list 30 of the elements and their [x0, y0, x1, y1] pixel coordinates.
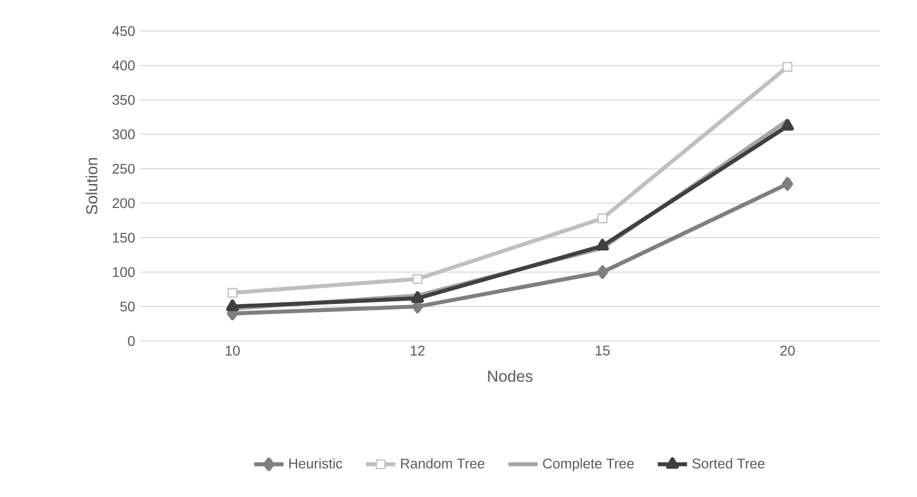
x-tick-label: 10	[226, 346, 240, 356]
point	[228, 288, 238, 298]
y-tick-label: 400	[112, 60, 135, 70]
legend-label: Complete Tree	[543, 458, 634, 472]
x-tick-label: 15	[596, 346, 610, 356]
y-tick-label: 0	[128, 336, 135, 346]
point	[782, 177, 794, 191]
legend-label: Sorted Tree	[692, 458, 765, 468]
point	[596, 238, 609, 250]
y-tick-label: 250	[112, 164, 135, 174]
point	[596, 265, 608, 279]
x-axis-title: Nodes	[488, 370, 533, 382]
y-tick-label: 450	[112, 26, 135, 36]
y-tick-label: 150	[113, 232, 135, 243]
legend-label: Random Tree	[401, 458, 484, 468]
y-tick-label: 350	[112, 94, 135, 105]
y-axis-title: Solution	[86, 158, 98, 214]
point	[598, 214, 608, 224]
x-tick-label: 12	[410, 346, 425, 356]
y-tick-label: 300	[112, 129, 135, 140]
point	[781, 119, 794, 131]
point	[782, 62, 792, 72]
x-tick-label: 20	[780, 346, 795, 356]
legend-label: Heuristic	[289, 458, 342, 468]
y-tick-label: 100	[113, 267, 135, 278]
y-tick-label: 200	[112, 198, 135, 208]
point	[411, 291, 424, 303]
y-tick-label: 50	[120, 302, 135, 312]
point	[226, 299, 239, 312]
point	[412, 274, 422, 284]
